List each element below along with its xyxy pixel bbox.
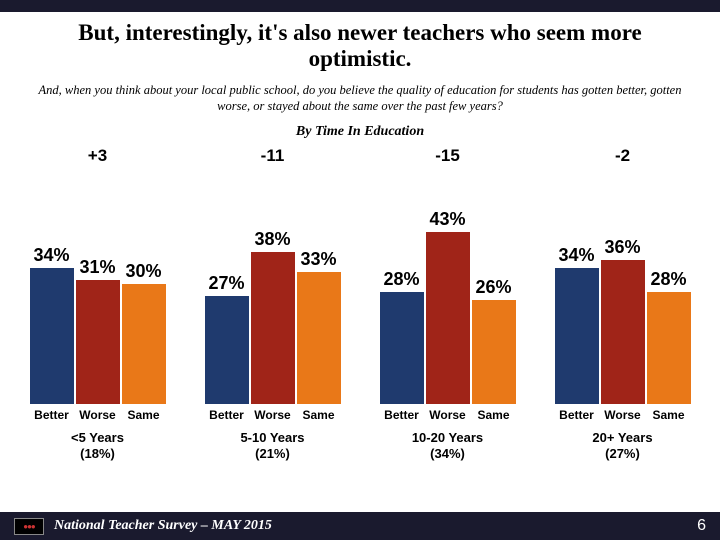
bar-value-label: 34% <box>555 245 599 266</box>
chart-group: -1127%38%33%BetterWorseSame5-10 Years(21… <box>193 146 353 476</box>
title-block: But, interestingly, it's also newer teac… <box>0 12 720 79</box>
group-pct: (18%) <box>71 446 124 462</box>
axis-label: Worse <box>75 408 121 422</box>
chart-group: +3 34%31%30% BetterWorseSame <5 Years(18%) <box>18 146 178 476</box>
group-name: 10-20 Years <box>412 430 483 446</box>
axis-label: Same <box>121 408 167 422</box>
group-pct: (27%) <box>592 446 652 462</box>
group-label: <5 Years(18%) <box>71 430 124 461</box>
bar-value-label: 27% <box>205 273 249 294</box>
axis-label: Worse <box>425 408 471 422</box>
bar-value-label: 33% <box>297 249 341 270</box>
chart-group: -234%36%28%BetterWorseSame20+ Years(27%) <box>543 146 703 476</box>
group-name: 20+ Years <box>592 430 652 446</box>
axis-label-row: BetterWorseSame <box>193 408 353 422</box>
bar: 28% <box>380 292 424 404</box>
footer-text: National Teacher Survey – MAY 2015 <box>54 518 697 534</box>
bar: 31% <box>76 280 120 404</box>
bar: 28% <box>647 292 691 404</box>
top-bar <box>0 0 720 12</box>
axis-label-row: BetterWorseSame <box>18 408 178 422</box>
bar: 30% <box>122 284 166 404</box>
axis-label: Better <box>29 408 75 422</box>
bar: 34% <box>555 268 599 404</box>
footer-page: 6 <box>697 517 706 535</box>
group-name: <5 Years <box>71 430 124 446</box>
bar-value-label: 38% <box>251 229 295 250</box>
bar-value-label: 26% <box>472 277 516 298</box>
group-name: 5-10 Years <box>240 430 304 446</box>
bar: 43% <box>426 232 470 404</box>
net-value: +3 <box>18 146 178 166</box>
bar-value-label: 31% <box>76 257 120 278</box>
footer-bar: ●●● National Teacher Survey – MAY 2015 6 <box>0 512 720 540</box>
bar-row: 34%36%28% <box>543 174 703 404</box>
chart-area: +334%31%30%BetterWorseSame<5 Years(18%)-… <box>0 146 720 476</box>
axis-label: Worse <box>250 408 296 422</box>
bar-value-label: 30% <box>122 261 166 282</box>
net-value: -11 <box>193 146 353 166</box>
chart-group: -1528%43%26%BetterWorseSame10-20 Years(3… <box>368 146 528 476</box>
axis-label: Same <box>646 408 692 422</box>
axis-label: Better <box>554 408 600 422</box>
bar-value-label: 34% <box>30 245 74 266</box>
group-label: 5-10 Years(21%) <box>240 430 304 461</box>
group-label: 10-20 Years(34%) <box>412 430 483 461</box>
logo-dots: ●●● <box>23 522 35 531</box>
bar-value-label: 36% <box>601 237 645 258</box>
axis-label-row: BetterWorseSame <box>368 408 528 422</box>
bar: 36% <box>601 260 645 404</box>
bar-row: 28%43%26% <box>368 174 528 404</box>
bar: 38% <box>251 252 295 404</box>
axis-label: Same <box>296 408 342 422</box>
by-label: By Time In Education <box>0 122 720 146</box>
net-value: -2 <box>543 146 703 166</box>
axis-label: Better <box>204 408 250 422</box>
bar: 26% <box>472 300 516 404</box>
bar-value-label: 28% <box>380 269 424 290</box>
subtitle-text: And, when you think about your local pub… <box>0 79 720 122</box>
bar: 27% <box>205 296 249 404</box>
bar-row: 27%38%33% <box>193 174 353 404</box>
footer-logo: ●●● <box>14 518 44 535</box>
bar: 33% <box>297 272 341 404</box>
bar-value-label: 43% <box>426 209 470 230</box>
axis-label: Worse <box>600 408 646 422</box>
axis-label: Better <box>379 408 425 422</box>
bar-row: 34%31%30% <box>18 174 178 404</box>
group-pct: (21%) <box>240 446 304 462</box>
group-pct: (34%) <box>412 446 483 462</box>
axis-label: Same <box>471 408 517 422</box>
net-value: -15 <box>368 146 528 166</box>
group-label: 20+ Years(27%) <box>592 430 652 461</box>
axis-label-row: BetterWorseSame <box>543 408 703 422</box>
page-title: But, interestingly, it's also newer teac… <box>40 20 680 73</box>
bar: 34% <box>30 268 74 404</box>
bar-value-label: 28% <box>647 269 691 290</box>
